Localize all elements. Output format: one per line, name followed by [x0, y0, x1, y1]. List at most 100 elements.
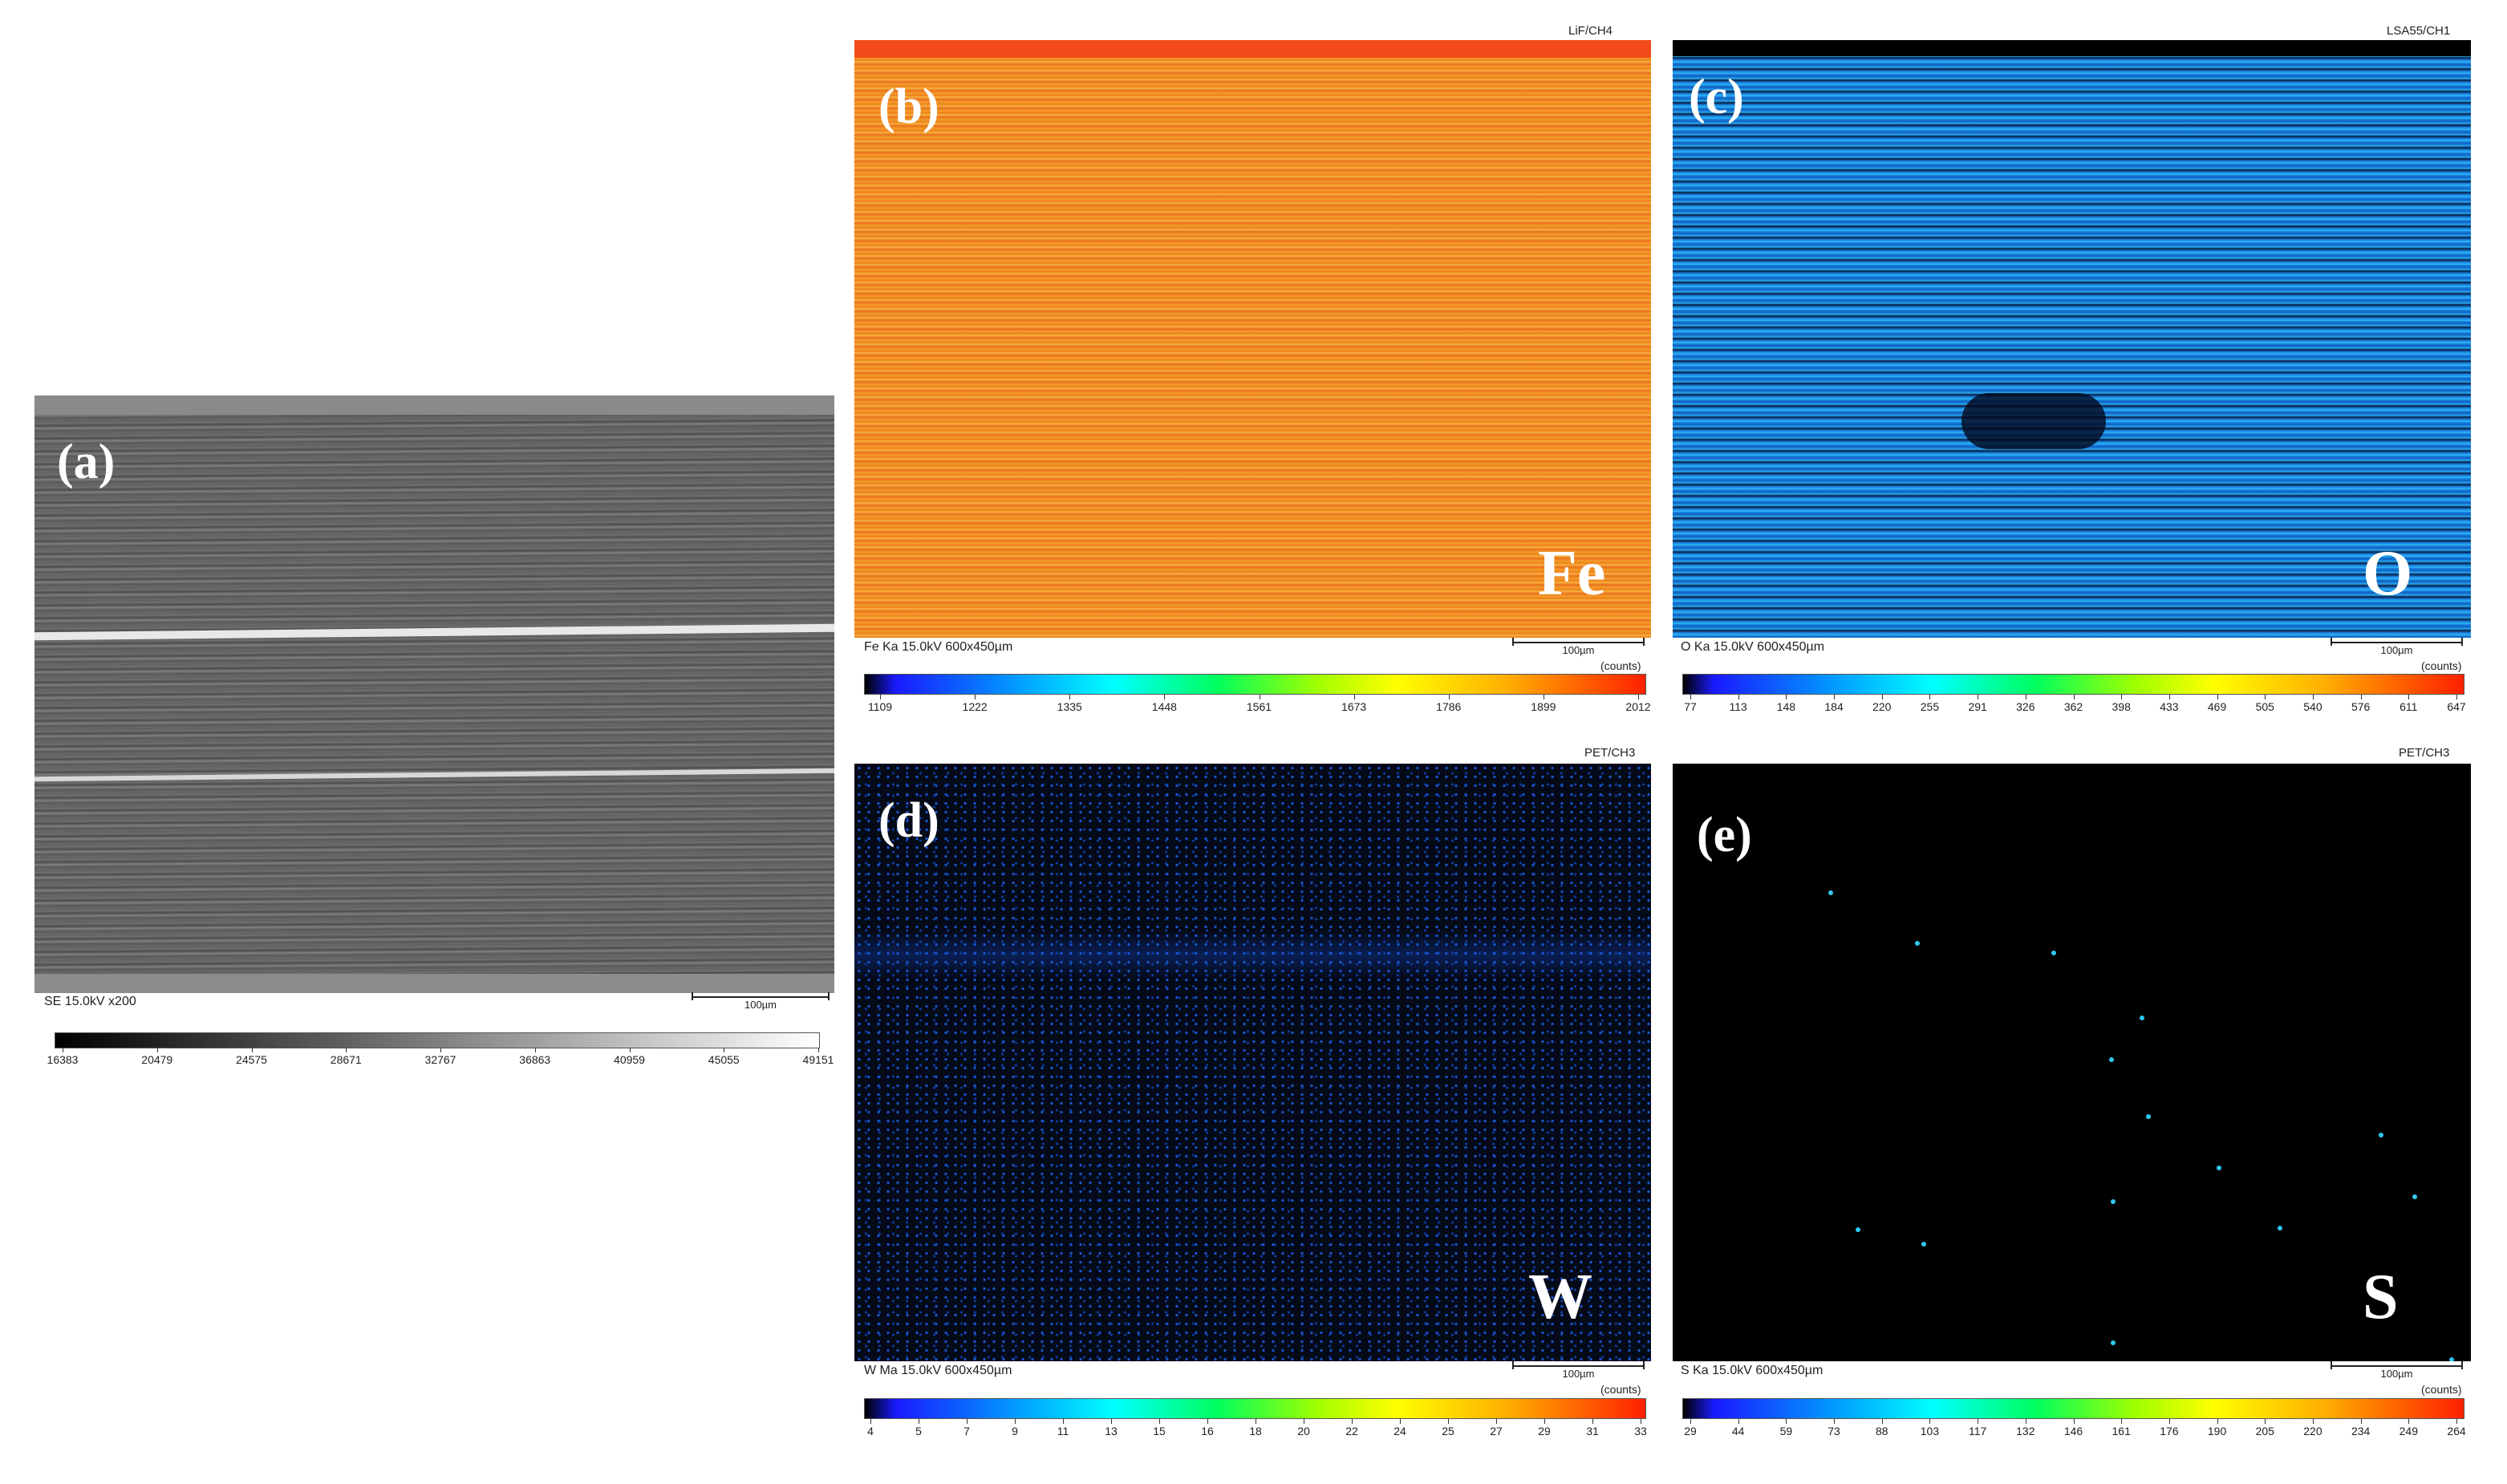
colorbar-tick [2121, 695, 2123, 699]
sulfur-hotspot [2109, 1057, 2114, 1062]
colorbar-tick-label: 18 [1249, 1425, 1262, 1437]
top-edge-background [34, 395, 834, 415]
colorbar-tick-label: 45055 [708, 1053, 740, 1066]
element-label-s: S [2363, 1262, 2399, 1332]
colorbar-tick-label: 326 [2016, 700, 2035, 713]
colorbar-tick [1592, 1419, 1593, 1424]
sulfur-hotspot [2111, 1340, 2116, 1345]
scale-bar-b: 100µm [1512, 638, 1645, 656]
colorbar-tick-label: 15 [1153, 1425, 1166, 1437]
colorbar-tick-label: 16 [1201, 1425, 1214, 1437]
scale-label-c: 100µm [2380, 644, 2413, 656]
colorbar-tick [1929, 1419, 1931, 1424]
colorbar-tick-label: 9 [1012, 1425, 1018, 1437]
colorbar-tick-label: 161 [2111, 1425, 2131, 1437]
sulfur-hotspot [2217, 1166, 2221, 1170]
colorbar-tick-label: 469 [2207, 700, 2227, 713]
colorbar-tick-label: 190 [2207, 1425, 2227, 1437]
colorbar-tick [1638, 695, 1639, 699]
colorbar-tick [1353, 695, 1355, 699]
panel-letter-c: (c) [1689, 70, 1744, 124]
colorbar-tick [440, 1048, 441, 1052]
scale-label-b: 100µm [1562, 644, 1595, 656]
colorbar-tick-label: 59 [1779, 1425, 1793, 1437]
counts-label-c: (counts) [2421, 659, 2462, 672]
element-label-fe: Fe [1538, 538, 1606, 609]
colorbar-tick [2360, 695, 2362, 699]
colorbar-tick-label: 5 [915, 1425, 922, 1437]
colorbar-tick [629, 1048, 631, 1052]
o-map-dark-region [1961, 393, 2106, 449]
o-tick-labels: 77 113 148 184 220 255 291 326 362 398 433 469 505 54… [1684, 695, 2466, 713]
colorbar-tick [2073, 1419, 2075, 1424]
colorbar-tick [2312, 1419, 2314, 1424]
colorbar-tick [2312, 695, 2314, 699]
colorbar-tick [534, 1048, 536, 1052]
colorbar-tick-label: 505 [2255, 700, 2274, 713]
colorbar-tick [346, 1048, 347, 1052]
colorbar-tick-label: 103 [1920, 1425, 1940, 1437]
colorbar-tick-label: 249 [2399, 1425, 2418, 1437]
colorbar-tick-label: 1222 [962, 700, 988, 713]
colorbar-tick [1069, 695, 1071, 699]
colorbar-tick-label: 1561 [1246, 700, 1272, 713]
colorbar-tick [2408, 1419, 2410, 1424]
sulfur-hotspot [2379, 1133, 2383, 1137]
colorbar-tick-label: 29 [1538, 1425, 1551, 1437]
colorbar-tick [1207, 1419, 1208, 1424]
colorbar-tick [1159, 1419, 1160, 1424]
colorbar-tick [2456, 1419, 2457, 1424]
colorbar-tick-label: 576 [2351, 700, 2371, 713]
panel-letter-a: (a) [57, 435, 116, 489]
colorbar-tick [967, 1419, 968, 1424]
colorbar-tick [1111, 1419, 1112, 1424]
colorbar-tick-label: 148 [1776, 700, 1796, 713]
colorbar-tick [1496, 1419, 1497, 1424]
colorbar-tick [2217, 1419, 2218, 1424]
colorbar-tick-label: 176 [2160, 1425, 2179, 1437]
scale-bar-c: 100µm [2331, 638, 2463, 656]
colorbar-tick-label: 49151 [802, 1053, 834, 1066]
colorbar-tick [2360, 1419, 2362, 1424]
caption-d: W Ma 15.0kV 600x450µm [864, 1364, 1012, 1377]
counts-label-b: (counts) [1600, 659, 1641, 672]
colorbar-tick-label: 44 [1731, 1425, 1745, 1437]
caption-e: S Ka 15.0kV 600x450µm [1681, 1364, 1823, 1377]
grayscale-tick-labels: 16383 20479 24575 28671 32767 36863 40959 45055… [47, 1048, 834, 1066]
s-tick-labels: 29 44 59 73 88 103 117 132 146 161 176 190 205 220 234… [1684, 1419, 2466, 1437]
w-colorbar [864, 1398, 1646, 1419]
colorbar-tick-label: 7 [963, 1425, 970, 1437]
colorbar-tick-label: 220 [1872, 700, 1892, 713]
o-map: (c) O [1673, 40, 2471, 638]
colorbar-tick-label: 22 [1345, 1425, 1358, 1437]
colorbar-tick-label: 540 [2303, 700, 2322, 713]
detector-label-e: PET/CH3 [2399, 746, 2450, 760]
s-colorbar [1682, 1398, 2464, 1419]
colorbar-tick [1352, 1419, 1353, 1424]
colorbar-tick [2265, 1419, 2266, 1424]
w-map: (d) W [854, 764, 1651, 1361]
colorbar-tick [156, 1048, 158, 1052]
colorbar-tick-label: 234 [2351, 1425, 2371, 1437]
colorbar-tick [1690, 695, 1691, 699]
colorbar-tick [1448, 1419, 1449, 1424]
fe-colorbar [864, 674, 1646, 695]
colorbar-tick-label: 1335 [1057, 700, 1082, 713]
colorbar-tick [1400, 1419, 1401, 1424]
colorbar-tick [1786, 695, 1787, 699]
colorbar-tick [251, 1048, 253, 1052]
colorbar-tick-label: 113 [1729, 700, 1747, 713]
panel-letter-e: (e) [1697, 808, 1752, 862]
caption-a: SE 15.0kV x200 [44, 995, 136, 1008]
scale-bar-a: 100µm [692, 992, 830, 1011]
colorbar-tick [880, 695, 881, 699]
colorbar-tick [2073, 695, 2075, 699]
colorbar-tick-label: 205 [2255, 1425, 2274, 1437]
colorbar-tick-label: 1899 [1531, 700, 1556, 713]
colorbar-tick-label: 40959 [614, 1053, 645, 1066]
colorbar-tick [975, 695, 976, 699]
sulfur-hotspot [1915, 941, 1920, 946]
colorbar-tick-label: 27 [1490, 1425, 1503, 1437]
colorbar-tick-label: 1673 [1341, 700, 1367, 713]
panel-letter-d: (d) [878, 793, 939, 848]
